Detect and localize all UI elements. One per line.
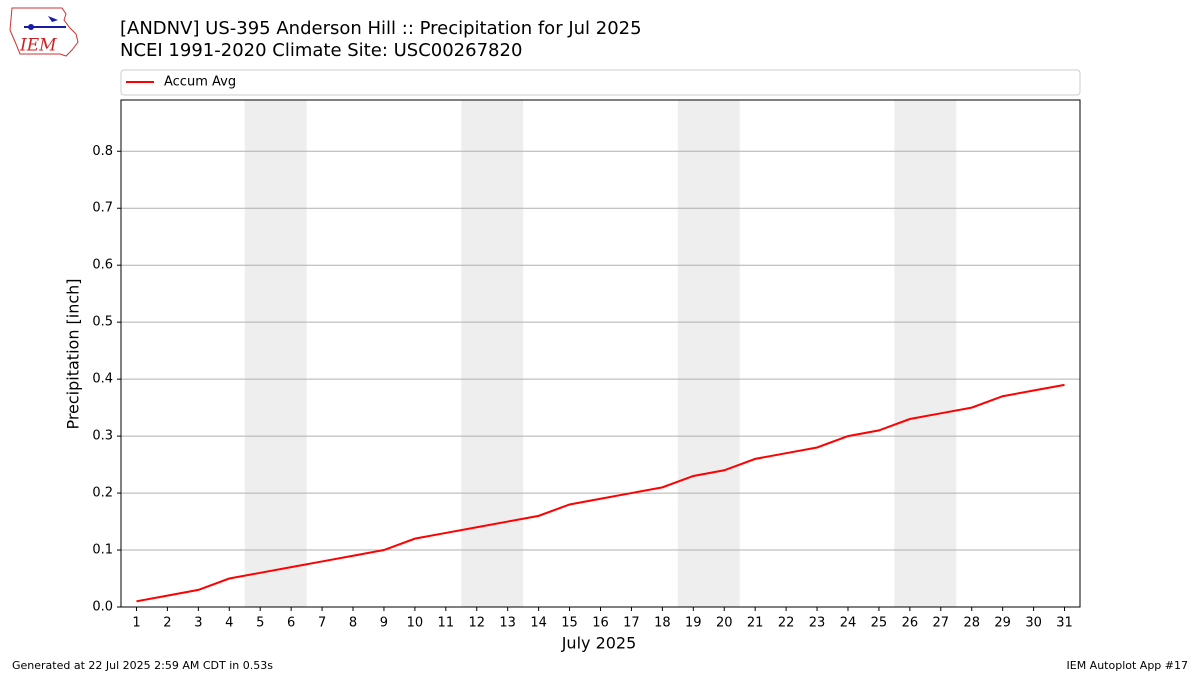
y-tick-label: 0.4 [92, 372, 113, 387]
weekend-shade [677, 100, 740, 607]
logo: IEM [9, 7, 79, 57]
x-tick-label: 9 [380, 616, 388, 631]
x-tick-label: 23 [809, 616, 826, 631]
x-tick-label: 17 [623, 616, 640, 631]
y-tick-label: 0.8 [92, 144, 113, 159]
x-tick-label: 2 [163, 616, 171, 631]
x-tick-label: 11 [438, 616, 455, 631]
weekend-shade [244, 100, 307, 607]
x-tick-label: 24 [840, 616, 857, 631]
x-tick-label: 4 [225, 616, 233, 631]
x-tick-label: 8 [349, 616, 357, 631]
x-tick-label: 26 [902, 616, 919, 631]
x-tick-label: 19 [685, 616, 702, 631]
x-tick-label: 16 [592, 616, 609, 631]
x-tick-label: 21 [747, 616, 764, 631]
x-tick-label: 13 [499, 616, 516, 631]
x-tick-label: 29 [994, 616, 1011, 631]
y-tick-label: 0.1 [92, 543, 113, 558]
x-tick-label: 1 [132, 616, 140, 631]
x-tick-label: 22 [778, 616, 795, 631]
x-axis-label: July 2025 [561, 634, 637, 653]
chart-title: [ANDNV] US-395 Anderson Hill :: Precipit… [120, 18, 642, 39]
y-axis-label: Precipitation [inch] [64, 278, 83, 429]
x-tick-label: 15 [561, 616, 578, 631]
x-tick-label: 3 [194, 616, 202, 631]
chart-subtitle: NCEI 1991-2020 Climate Site: USC00267820 [120, 40, 522, 61]
y-tick-label: 0.7 [92, 201, 113, 216]
y-tick-label: 0.0 [92, 600, 113, 615]
x-tick-label: 25 [871, 616, 888, 631]
x-tick-label: 10 [407, 616, 424, 631]
logo-dot [28, 24, 34, 30]
x-tick-label: 12 [468, 616, 485, 631]
x-tick-label: 6 [287, 616, 295, 631]
logo-flag [48, 16, 58, 22]
legend-box [120, 69, 1081, 96]
weekend-shade [894, 100, 957, 607]
x-tick-label: 31 [1056, 616, 1073, 631]
data-line [136, 383, 1065, 603]
x-tick-label: 5 [256, 616, 264, 631]
x-tick-label: 20 [716, 616, 733, 631]
x-tick-label: 14 [530, 616, 547, 631]
x-tick-label: 28 [963, 616, 980, 631]
x-tick-label: 30 [1025, 616, 1042, 631]
weekend-shade [461, 100, 524, 607]
y-tick-label: 0.6 [92, 258, 113, 273]
y-tick-label: 0.2 [92, 486, 113, 501]
footer-left: Generated at 22 Jul 2025 2:59 AM CDT in … [12, 659, 273, 672]
x-tick-label: 27 [933, 616, 950, 631]
x-tick-label: 7 [318, 616, 326, 631]
plot-frame [120, 99, 1081, 608]
y-tick-label: 0.5 [92, 315, 113, 330]
x-tick-label: 18 [654, 616, 671, 631]
legend-label: Accum Avg [164, 75, 236, 90]
y-tick-label: 0.3 [92, 429, 113, 444]
logo-text: IEM [19, 36, 57, 56]
logo-outline [9, 7, 79, 57]
footer-right: IEM Autoplot App #17 [1067, 659, 1189, 672]
